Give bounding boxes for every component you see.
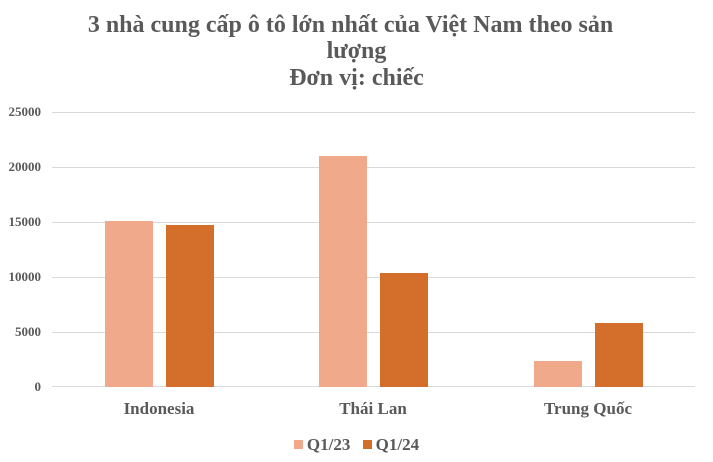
y-tick-label: 10000	[8, 269, 42, 284]
x-category-label: Trung Quốc	[543, 399, 632, 418]
legend-label: Q1/24	[375, 434, 420, 454]
legend-item-q1-23[interactable]: Q1/23	[293, 434, 351, 455]
bar-thái-lan-q1-23[interactable]	[319, 156, 367, 387]
chart-subtitle: Đơn vị: chiếc	[289, 65, 424, 91]
y-tick-label: 15000	[8, 214, 42, 229]
y-tick-label: 5000	[15, 324, 41, 339]
y-tick-label: 0	[34, 379, 42, 394]
bar-trung-quốc-q1-23[interactable]	[534, 361, 582, 387]
legend-label: Q1/23	[306, 434, 351, 454]
x-category-label: Thái Lan	[339, 399, 407, 418]
x-category-label: Indonesia	[123, 399, 195, 418]
gridline	[52, 222, 695, 223]
y-tick-label: 20000	[8, 159, 42, 174]
y-tick-label: 25000	[8, 104, 42, 119]
bar-thái-lan-q1-24[interactable]	[380, 273, 428, 387]
chart-title-line-2: lượng	[326, 38, 387, 64]
x-axis-baseline	[52, 386, 695, 387]
gridline	[52, 112, 695, 113]
plot-area	[52, 112, 695, 387]
legend-item-q1-24[interactable]: Q1/24	[362, 434, 420, 455]
gridline	[52, 332, 695, 333]
gridline	[52, 277, 695, 278]
legend-swatch-icon	[293, 440, 303, 449]
bar-indonesia-q1-24[interactable]	[166, 225, 214, 387]
bar-trung-quốc-q1-24[interactable]	[595, 323, 643, 387]
chart-title-line-1: 3 nhà cung cấp ô tô lớn nhất của Việt Na…	[87, 12, 614, 38]
gridline	[52, 167, 695, 168]
legend: Q1/23 Q1/24	[0, 434, 713, 455]
bar-indonesia-q1-23[interactable]	[105, 221, 153, 387]
legend-swatch-icon	[362, 440, 372, 449]
